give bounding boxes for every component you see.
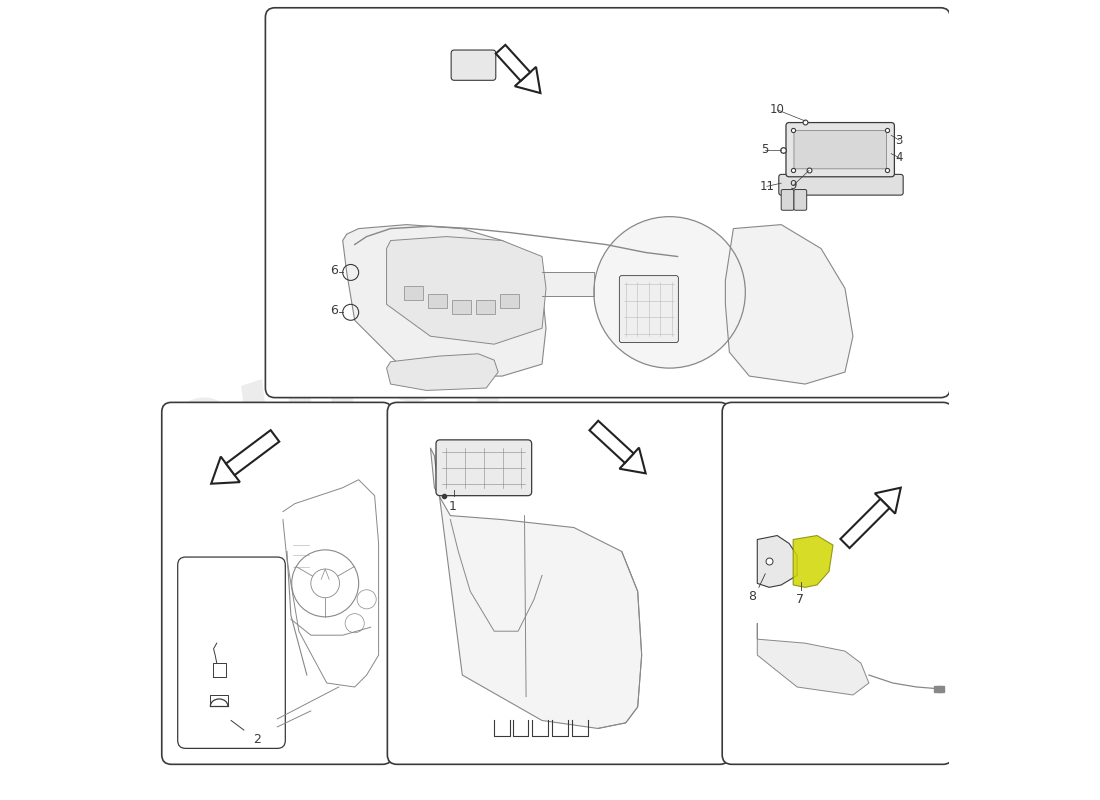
Text: 7: 7 <box>795 593 803 606</box>
Text: 3: 3 <box>895 134 903 146</box>
FancyBboxPatch shape <box>178 557 285 748</box>
Polygon shape <box>840 499 890 548</box>
Polygon shape <box>542 273 594 296</box>
Bar <box>404 286 424 300</box>
Bar <box>452 299 471 314</box>
Text: 6: 6 <box>330 264 338 278</box>
Polygon shape <box>757 623 869 695</box>
Polygon shape <box>725 225 852 384</box>
FancyBboxPatch shape <box>162 402 392 764</box>
Text: 8: 8 <box>748 590 756 602</box>
Polygon shape <box>386 237 546 344</box>
Polygon shape <box>343 225 546 376</box>
Text: 2: 2 <box>253 734 261 746</box>
Text: 5: 5 <box>761 143 769 156</box>
Polygon shape <box>590 421 634 463</box>
FancyBboxPatch shape <box>794 130 887 169</box>
Text: 10: 10 <box>770 103 784 116</box>
Text: 4: 4 <box>895 151 903 164</box>
Polygon shape <box>430 448 641 729</box>
Polygon shape <box>515 67 540 93</box>
FancyBboxPatch shape <box>779 174 903 195</box>
Text: 6: 6 <box>330 304 338 318</box>
Text: europ: europ <box>136 263 564 505</box>
Polygon shape <box>793 535 833 587</box>
Polygon shape <box>211 457 240 484</box>
Text: 11: 11 <box>759 180 774 193</box>
Circle shape <box>594 217 746 368</box>
Polygon shape <box>386 354 498 390</box>
Bar <box>476 299 495 314</box>
FancyBboxPatch shape <box>619 276 679 342</box>
Polygon shape <box>874 488 901 514</box>
FancyBboxPatch shape <box>387 402 729 764</box>
Polygon shape <box>757 535 798 587</box>
FancyBboxPatch shape <box>451 50 496 80</box>
Polygon shape <box>226 430 279 475</box>
FancyBboxPatch shape <box>786 122 894 177</box>
Bar <box>428 294 448 308</box>
Text: 9: 9 <box>790 179 796 192</box>
Bar <box>499 294 519 308</box>
Polygon shape <box>496 45 530 81</box>
Text: a passion for cars since 1985: a passion for cars since 1985 <box>487 227 772 286</box>
FancyBboxPatch shape <box>794 190 806 210</box>
FancyBboxPatch shape <box>781 190 794 210</box>
FancyBboxPatch shape <box>265 8 950 398</box>
Text: 1: 1 <box>449 500 456 513</box>
FancyBboxPatch shape <box>436 440 531 496</box>
FancyBboxPatch shape <box>723 402 953 764</box>
Polygon shape <box>619 448 646 474</box>
